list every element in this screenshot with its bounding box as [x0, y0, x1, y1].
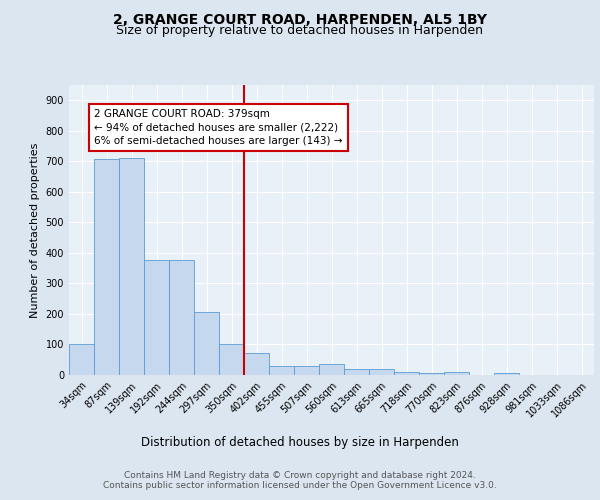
Text: 2, GRANGE COURT ROAD, HARPENDEN, AL5 1BY: 2, GRANGE COURT ROAD, HARPENDEN, AL5 1BY	[113, 12, 487, 26]
Bar	[294, 366, 319, 375]
Text: Size of property relative to detached houses in Harpenden: Size of property relative to detached ho…	[116, 24, 484, 37]
Bar	[119, 158, 144, 375]
Bar	[169, 260, 194, 375]
Bar	[494, 372, 519, 375]
Bar	[319, 364, 344, 375]
Text: Distribution of detached houses by size in Harpenden: Distribution of detached houses by size …	[141, 436, 459, 449]
Bar	[394, 372, 419, 375]
Bar	[344, 369, 369, 375]
Y-axis label: Number of detached properties: Number of detached properties	[30, 142, 40, 318]
Text: 2 GRANGE COURT ROAD: 379sqm
← 94% of detached houses are smaller (2,222)
6% of s: 2 GRANGE COURT ROAD: 379sqm ← 94% of det…	[94, 110, 343, 146]
Bar	[194, 312, 219, 375]
Bar	[244, 354, 269, 375]
Text: Contains HM Land Registry data © Crown copyright and database right 2024.: Contains HM Land Registry data © Crown c…	[124, 472, 476, 480]
Bar	[369, 369, 394, 375]
Text: Contains public sector information licensed under the Open Government Licence v3: Contains public sector information licen…	[103, 480, 497, 490]
Bar	[219, 344, 244, 375]
Bar	[419, 372, 444, 375]
Bar	[94, 159, 119, 375]
Bar	[269, 366, 294, 375]
Bar	[444, 372, 469, 375]
Bar	[69, 344, 94, 375]
Bar	[144, 260, 169, 375]
